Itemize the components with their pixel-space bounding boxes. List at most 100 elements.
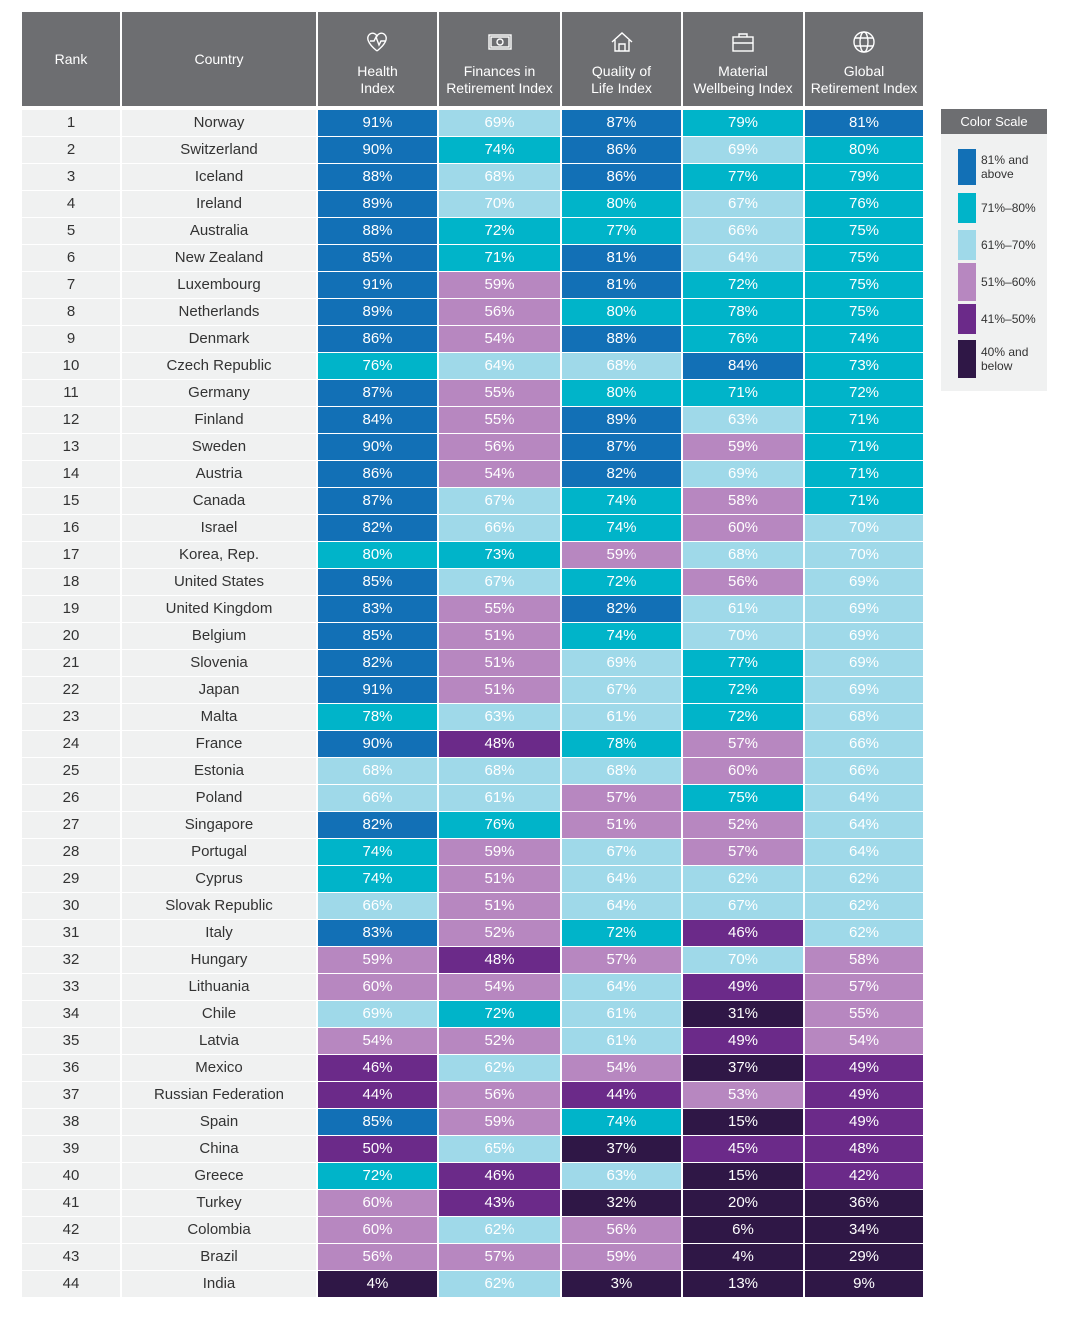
value-cell: 66% bbox=[805, 731, 923, 757]
header-text: Quality of Life Index bbox=[591, 63, 652, 96]
value-cell: 13% bbox=[683, 1271, 803, 1297]
value-cell: 66% bbox=[318, 893, 437, 919]
value-cell: 84% bbox=[683, 353, 803, 379]
value-cell: 76% bbox=[683, 326, 803, 352]
value-cell: 56% bbox=[562, 1217, 681, 1243]
value-cell: 49% bbox=[805, 1109, 923, 1135]
value-cell: 55% bbox=[805, 1001, 923, 1027]
value-cell: 15% bbox=[683, 1109, 803, 1135]
value-cell: 64% bbox=[805, 812, 923, 838]
value-cell: 80% bbox=[318, 542, 437, 568]
value-cell: 74% bbox=[562, 623, 681, 649]
country-cell: Belgium bbox=[122, 623, 316, 649]
country-cell: Cyprus bbox=[122, 866, 316, 892]
value-cell: 90% bbox=[318, 731, 437, 757]
rank-cell: 23 bbox=[22, 704, 120, 730]
value-cell: 83% bbox=[318, 920, 437, 946]
country-cell: Switzerland bbox=[122, 137, 316, 163]
value-cell: 64% bbox=[562, 974, 681, 1000]
value-cell: 36% bbox=[805, 1190, 923, 1216]
value-cell: 80% bbox=[562, 299, 681, 325]
value-cell: 52% bbox=[439, 920, 560, 946]
value-cell: 60% bbox=[683, 758, 803, 784]
country-cell: Russian Federation bbox=[122, 1082, 316, 1108]
country-cell: Slovenia bbox=[122, 650, 316, 676]
value-cell: 70% bbox=[683, 947, 803, 973]
country-cell: Sweden bbox=[122, 434, 316, 460]
value-cell: 58% bbox=[683, 488, 803, 514]
country-cell: Luxembourg bbox=[122, 272, 316, 298]
value-cell: 71% bbox=[805, 434, 923, 460]
value-cell: 68% bbox=[683, 542, 803, 568]
value-cell: 62% bbox=[439, 1055, 560, 1081]
value-cell: 49% bbox=[805, 1082, 923, 1108]
country-cell: Portugal bbox=[122, 839, 316, 865]
value-cell: 52% bbox=[683, 812, 803, 838]
value-cell: 70% bbox=[683, 623, 803, 649]
value-cell: 59% bbox=[683, 434, 803, 460]
rank-cell: 18 bbox=[22, 569, 120, 595]
value-cell: 59% bbox=[318, 947, 437, 973]
value-cell: 86% bbox=[562, 164, 681, 190]
header-text: Finances in Retirement Index bbox=[446, 63, 553, 96]
value-cell: 80% bbox=[562, 380, 681, 406]
value-cell: 62% bbox=[683, 866, 803, 892]
value-cell: 68% bbox=[439, 164, 560, 190]
value-cell: 91% bbox=[318, 110, 437, 136]
country-cell: United Kingdom bbox=[122, 596, 316, 622]
value-cell: 69% bbox=[805, 596, 923, 622]
value-cell: 70% bbox=[805, 515, 923, 541]
value-cell: 54% bbox=[562, 1055, 681, 1081]
header-icon bbox=[366, 32, 387, 52]
country-cell: Brazil bbox=[122, 1244, 316, 1270]
value-cell: 70% bbox=[805, 542, 923, 568]
rank-cell: 42 bbox=[22, 1217, 120, 1243]
rank-cell: 10 bbox=[22, 353, 120, 379]
value-cell: 48% bbox=[805, 1136, 923, 1162]
value-cell: 56% bbox=[683, 569, 803, 595]
value-cell: 59% bbox=[562, 1244, 681, 1270]
rank-cell: 14 bbox=[22, 461, 120, 487]
value-cell: 78% bbox=[562, 731, 681, 757]
value-cell: 51% bbox=[562, 812, 681, 838]
value-cell: 3% bbox=[562, 1271, 681, 1297]
value-cell: 63% bbox=[562, 1163, 681, 1189]
value-cell: 31% bbox=[683, 1001, 803, 1027]
value-cell: 60% bbox=[318, 1190, 437, 1216]
value-cell: 56% bbox=[318, 1244, 437, 1270]
rank-cell: 33 bbox=[22, 974, 120, 1000]
value-cell: 72% bbox=[683, 272, 803, 298]
rank-cell: 13 bbox=[22, 434, 120, 460]
value-cell: 75% bbox=[805, 299, 923, 325]
legend-label: 71%–80% bbox=[981, 201, 1036, 215]
country-cell: Australia bbox=[122, 218, 316, 244]
value-cell: 76% bbox=[805, 191, 923, 217]
value-cell: 49% bbox=[683, 974, 803, 1000]
value-cell: 79% bbox=[805, 164, 923, 190]
value-cell: 57% bbox=[439, 1244, 560, 1270]
value-cell: 57% bbox=[683, 839, 803, 865]
value-cell: 34% bbox=[805, 1217, 923, 1243]
value-cell: 44% bbox=[562, 1082, 681, 1108]
value-cell: 75% bbox=[805, 218, 923, 244]
country-cell: France bbox=[122, 731, 316, 757]
value-cell: 66% bbox=[683, 218, 803, 244]
value-cell: 77% bbox=[683, 650, 803, 676]
value-cell: 54% bbox=[439, 326, 560, 352]
country-cell: Slovak Republic bbox=[122, 893, 316, 919]
country-cell: Israel bbox=[122, 515, 316, 541]
header-icon bbox=[732, 33, 754, 52]
rank-cell: 29 bbox=[22, 866, 120, 892]
value-cell: 62% bbox=[805, 866, 923, 892]
value-cell: 53% bbox=[683, 1082, 803, 1108]
value-cell: 59% bbox=[439, 1109, 560, 1135]
value-cell: 85% bbox=[318, 245, 437, 271]
country-cell: Mexico bbox=[122, 1055, 316, 1081]
value-cell: 51% bbox=[439, 893, 560, 919]
rank-cell: 2 bbox=[22, 137, 120, 163]
rank-cell: 1 bbox=[22, 110, 120, 136]
value-cell: 79% bbox=[683, 110, 803, 136]
value-cell: 64% bbox=[805, 785, 923, 811]
value-cell: 72% bbox=[683, 704, 803, 730]
country-cell: United States bbox=[122, 569, 316, 595]
